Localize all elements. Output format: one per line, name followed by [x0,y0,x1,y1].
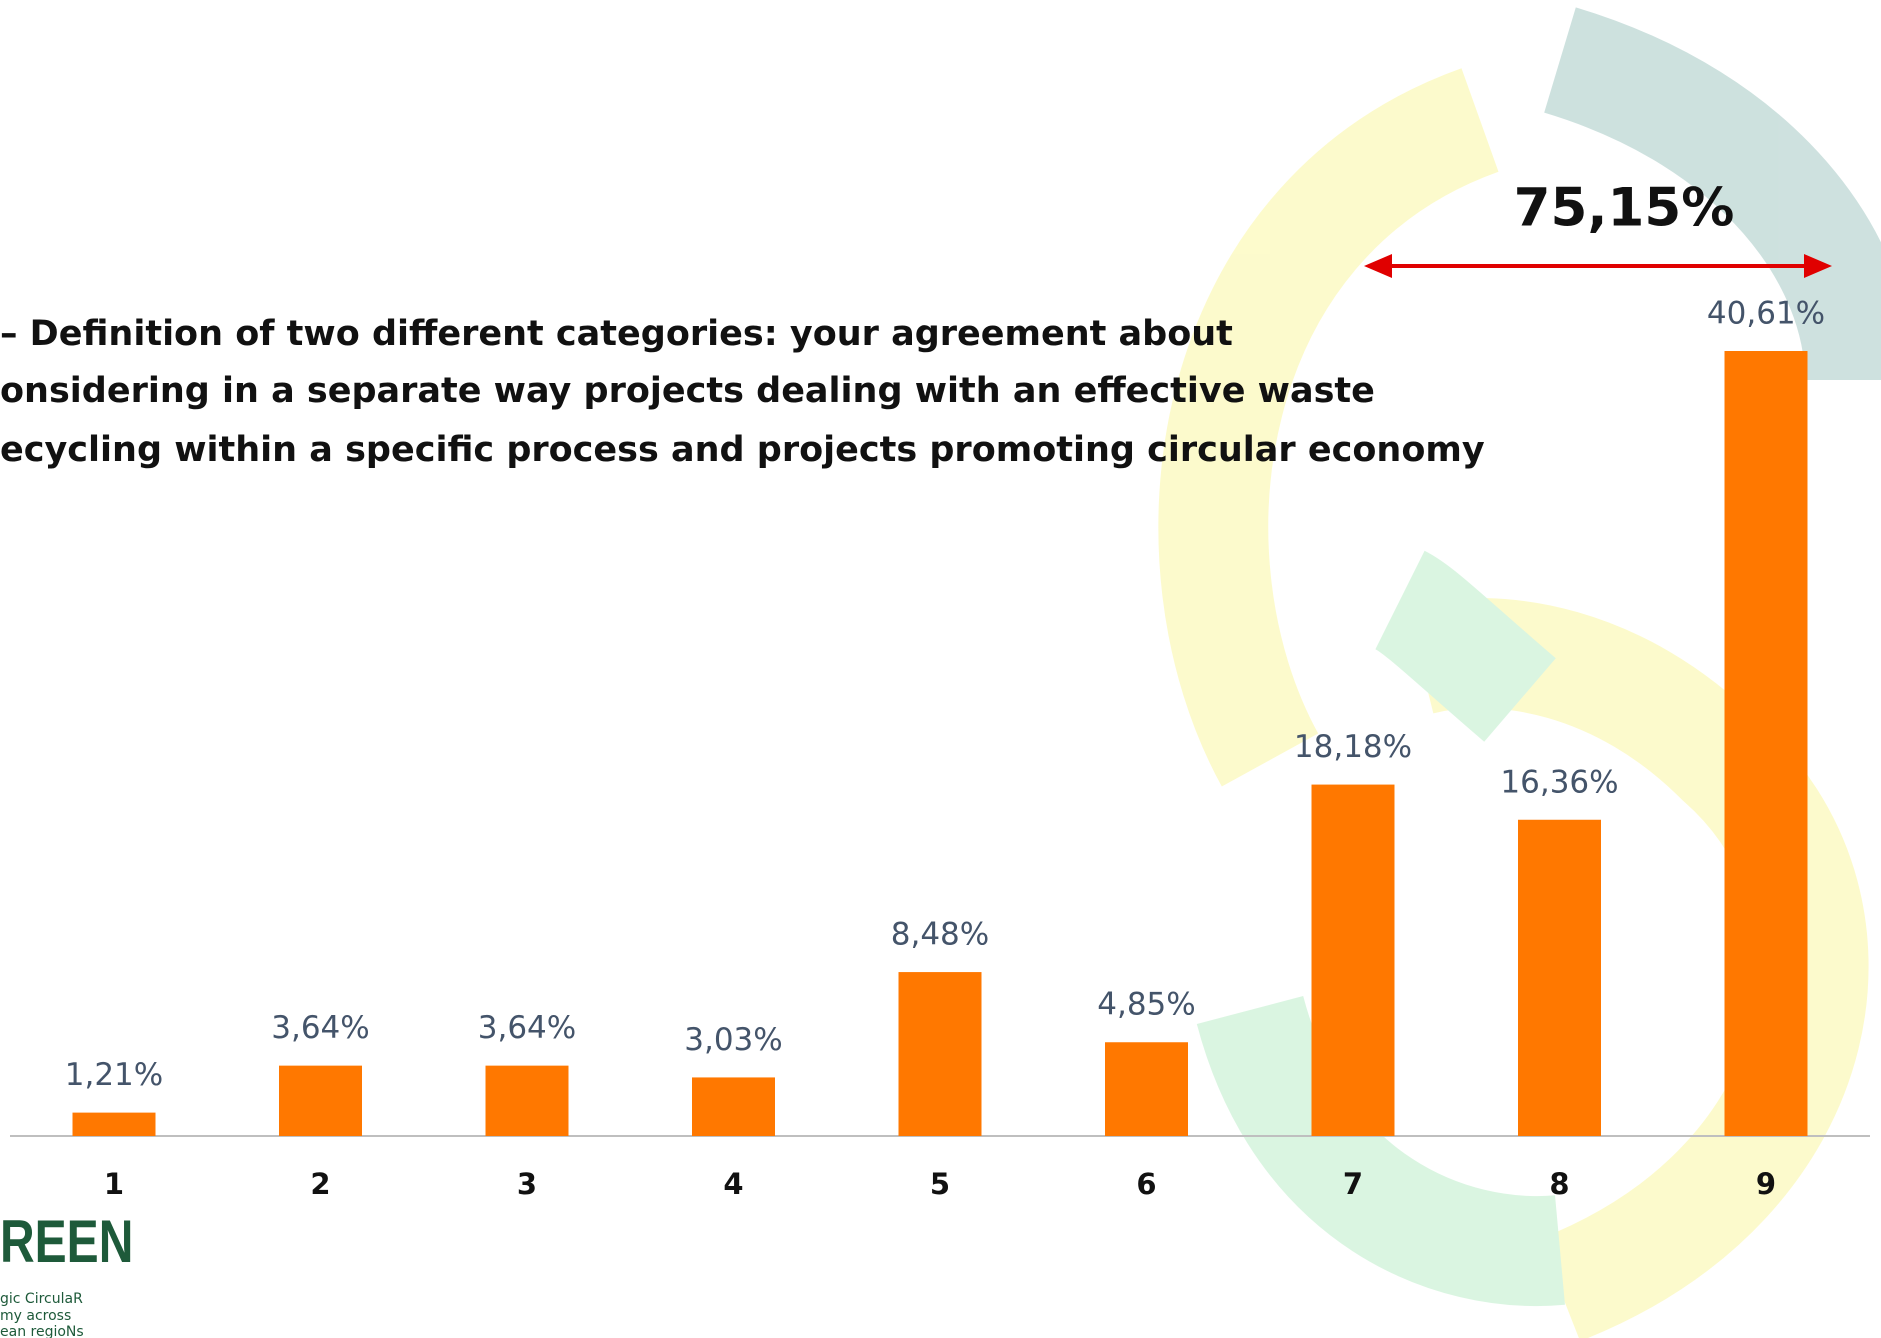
x-tick-label: 9 [1756,1167,1776,1201]
logo-name: REEN [0,1208,133,1275]
value-label: 1,21% [65,1057,163,1093]
title-line: onsidering in a separate way projects de… [0,371,1375,411]
bar [1105,1042,1188,1136]
value-label: 3,64% [271,1010,369,1046]
logo-text: gic CirculaR [0,1291,83,1307]
x-tick-label: 7 [1343,1167,1363,1201]
bar [485,1065,569,1136]
x-tick-label: 6 [1136,1167,1156,1201]
bar [898,972,982,1136]
logo-text: ean regioNs [0,1324,84,1338]
value-label: 16,36% [1500,764,1618,800]
value-label: 18,18% [1294,729,1412,765]
value-label: 3,03% [684,1022,782,1058]
bar [1724,351,1808,1136]
logo-text: my across [0,1308,71,1324]
value-label: 40,61% [1707,296,1825,332]
x-tick-label: 2 [310,1167,330,1201]
x-tick-label: 8 [1549,1167,1569,1201]
value-label: 4,85% [1097,987,1195,1023]
bar [279,1065,362,1136]
x-tick-label: 4 [723,1167,743,1201]
value-label: 3,64% [478,1010,576,1046]
range-arrow [1364,254,1832,278]
x-tick-label: 3 [517,1167,537,1201]
bar [1518,819,1601,1136]
title-line: – Definition of two different categories… [0,314,1233,354]
annotation: 75,15% [1514,178,1735,239]
value-label: 8,48% [891,917,989,953]
bar [692,1077,775,1136]
bar [1311,784,1395,1136]
x-tick-label: 5 [930,1167,950,1201]
title-line: ecycling within a specific process and p… [0,430,1485,470]
x-tick-label: 1 [104,1167,124,1201]
bar [72,1112,156,1136]
